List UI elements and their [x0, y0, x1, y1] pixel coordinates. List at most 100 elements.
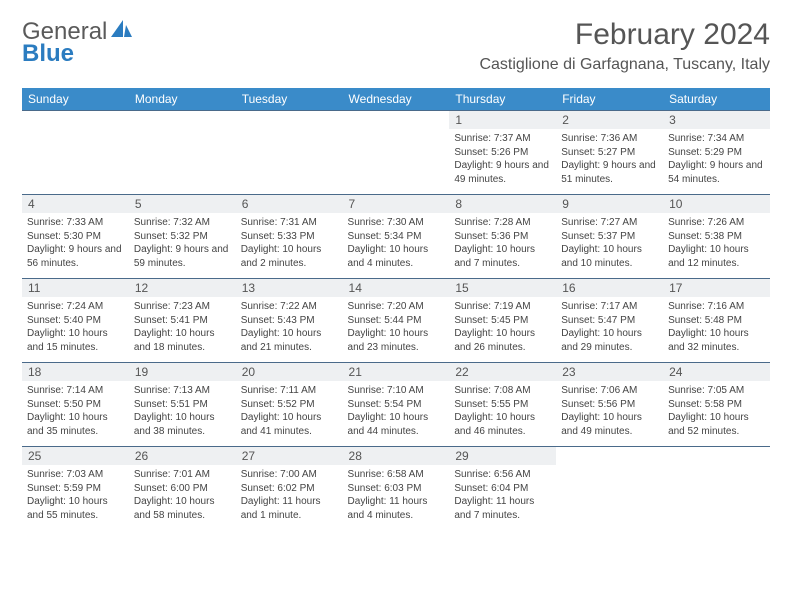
sunrise-line: Sunrise: 7:19 AM [454, 300, 551, 314]
daylight-line: Daylight: 10 hours and 18 minutes. [134, 327, 231, 354]
calendar-table: Sunday Monday Tuesday Wednesday Thursday… [22, 88, 770, 530]
day-number-cell: 18 [22, 363, 129, 382]
sunset-line: Sunset: 5:30 PM [27, 230, 124, 244]
daylight-line: Daylight: 10 hours and 12 minutes. [668, 243, 765, 270]
daylight-line: Daylight: 10 hours and 46 minutes. [454, 411, 551, 438]
dow-sunday: Sunday [22, 88, 129, 111]
day-number-cell: 22 [449, 363, 556, 382]
day-info-cell: Sunrise: 7:00 AMSunset: 6:02 PMDaylight:… [236, 465, 343, 530]
week-daynum-row: 18192021222324 [22, 363, 770, 382]
sunset-line: Sunset: 6:02 PM [241, 482, 338, 496]
day-info-cell: Sunrise: 7:03 AMSunset: 5:59 PMDaylight:… [22, 465, 129, 530]
dow-monday: Monday [129, 88, 236, 111]
daylight-line: Daylight: 9 hours and 56 minutes. [27, 243, 124, 270]
day-info-cell: Sunrise: 7:22 AMSunset: 5:43 PMDaylight:… [236, 297, 343, 363]
day-info-cell: Sunrise: 6:58 AMSunset: 6:03 PMDaylight:… [343, 465, 450, 530]
daylight-line: Daylight: 10 hours and 10 minutes. [561, 243, 658, 270]
sunrise-line: Sunrise: 7:16 AM [668, 300, 765, 314]
sunrise-line: Sunrise: 7:30 AM [348, 216, 445, 230]
dow-wednesday: Wednesday [343, 88, 450, 111]
day-info-cell: Sunrise: 7:36 AMSunset: 5:27 PMDaylight:… [556, 129, 663, 195]
sunset-line: Sunset: 5:56 PM [561, 398, 658, 412]
day-number-cell: 19 [129, 363, 236, 382]
day-number-cell: 5 [129, 195, 236, 214]
day-info-cell: Sunrise: 7:30 AMSunset: 5:34 PMDaylight:… [343, 213, 450, 279]
day-number-cell: 17 [663, 279, 770, 298]
day-info-cell: Sunrise: 7:20 AMSunset: 5:44 PMDaylight:… [343, 297, 450, 363]
day-info-cell: Sunrise: 7:10 AMSunset: 5:54 PMDaylight:… [343, 381, 450, 447]
sunrise-line: Sunrise: 7:17 AM [561, 300, 658, 314]
week-info-row: Sunrise: 7:24 AMSunset: 5:40 PMDaylight:… [22, 297, 770, 363]
day-info-cell: Sunrise: 6:56 AMSunset: 6:04 PMDaylight:… [449, 465, 556, 530]
sunrise-line: Sunrise: 7:11 AM [241, 384, 338, 398]
sunrise-line: Sunrise: 7:36 AM [561, 132, 658, 146]
sunset-line: Sunset: 5:33 PM [241, 230, 338, 244]
day-number-cell: 11 [22, 279, 129, 298]
sunset-line: Sunset: 5:43 PM [241, 314, 338, 328]
daylight-line: Daylight: 10 hours and 58 minutes. [134, 495, 231, 522]
day-info-cell: Sunrise: 7:32 AMSunset: 5:32 PMDaylight:… [129, 213, 236, 279]
sunset-line: Sunset: 6:03 PM [348, 482, 445, 496]
week-info-row: Sunrise: 7:33 AMSunset: 5:30 PMDaylight:… [22, 213, 770, 279]
sunset-line: Sunset: 5:26 PM [454, 146, 551, 160]
sunset-line: Sunset: 5:37 PM [561, 230, 658, 244]
sunrise-line: Sunrise: 7:14 AM [27, 384, 124, 398]
day-number-cell: 24 [663, 363, 770, 382]
sunset-line: Sunset: 6:04 PM [454, 482, 551, 496]
day-number-cell [343, 111, 450, 130]
sunset-line: Sunset: 5:47 PM [561, 314, 658, 328]
day-info-cell: Sunrise: 7:19 AMSunset: 5:45 PMDaylight:… [449, 297, 556, 363]
logo-sail-icon [111, 18, 133, 46]
day-info-cell: Sunrise: 7:17 AMSunset: 5:47 PMDaylight:… [556, 297, 663, 363]
day-number-cell: 26 [129, 447, 236, 466]
day-info-cell: Sunrise: 7:06 AMSunset: 5:56 PMDaylight:… [556, 381, 663, 447]
week-info-row: Sunrise: 7:03 AMSunset: 5:59 PMDaylight:… [22, 465, 770, 530]
sunset-line: Sunset: 5:54 PM [348, 398, 445, 412]
day-number-cell: 10 [663, 195, 770, 214]
day-info-cell: Sunrise: 7:26 AMSunset: 5:38 PMDaylight:… [663, 213, 770, 279]
title-block: February 2024 Castiglione di Garfagnana,… [479, 18, 770, 74]
day-info-cell [343, 129, 450, 195]
sunset-line: Sunset: 6:00 PM [134, 482, 231, 496]
sunset-line: Sunset: 5:58 PM [668, 398, 765, 412]
day-number-cell: 25 [22, 447, 129, 466]
daylight-line: Daylight: 9 hours and 49 minutes. [454, 159, 551, 186]
sunrise-line: Sunrise: 7:24 AM [27, 300, 124, 314]
calendar-body: 123Sunrise: 7:37 AMSunset: 5:26 PMDaylig… [22, 111, 770, 531]
daylight-line: Daylight: 9 hours and 59 minutes. [134, 243, 231, 270]
sunset-line: Sunset: 5:27 PM [561, 146, 658, 160]
daylight-line: Daylight: 10 hours and 41 minutes. [241, 411, 338, 438]
day-info-cell: Sunrise: 7:05 AMSunset: 5:58 PMDaylight:… [663, 381, 770, 447]
day-number-cell [22, 111, 129, 130]
sunrise-line: Sunrise: 7:13 AM [134, 384, 231, 398]
day-info-cell [556, 465, 663, 530]
week-daynum-row: 11121314151617 [22, 279, 770, 298]
sunrise-line: Sunrise: 6:58 AM [348, 468, 445, 482]
daylight-line: Daylight: 10 hours and 26 minutes. [454, 327, 551, 354]
sunrise-line: Sunrise: 7:23 AM [134, 300, 231, 314]
daylight-line: Daylight: 9 hours and 54 minutes. [668, 159, 765, 186]
day-number-cell: 15 [449, 279, 556, 298]
day-number-cell: 8 [449, 195, 556, 214]
daylight-line: Daylight: 10 hours and 21 minutes. [241, 327, 338, 354]
sunrise-line: Sunrise: 7:05 AM [668, 384, 765, 398]
day-info-cell [22, 129, 129, 195]
day-number-cell: 13 [236, 279, 343, 298]
daylight-line: Daylight: 11 hours and 4 minutes. [348, 495, 445, 522]
day-number-cell: 29 [449, 447, 556, 466]
day-number-cell: 23 [556, 363, 663, 382]
daylight-line: Daylight: 10 hours and 35 minutes. [27, 411, 124, 438]
month-title: February 2024 [479, 18, 770, 52]
daylight-line: Daylight: 10 hours and 49 minutes. [561, 411, 658, 438]
day-number-cell: 28 [343, 447, 450, 466]
week-info-row: Sunrise: 7:14 AMSunset: 5:50 PMDaylight:… [22, 381, 770, 447]
sunrise-line: Sunrise: 7:33 AM [27, 216, 124, 230]
day-info-cell: Sunrise: 7:34 AMSunset: 5:29 PMDaylight:… [663, 129, 770, 195]
sunrise-line: Sunrise: 7:32 AM [134, 216, 231, 230]
sunrise-line: Sunrise: 7:27 AM [561, 216, 658, 230]
sunset-line: Sunset: 5:59 PM [27, 482, 124, 496]
day-info-cell: Sunrise: 7:13 AMSunset: 5:51 PMDaylight:… [129, 381, 236, 447]
daylight-line: Daylight: 10 hours and 44 minutes. [348, 411, 445, 438]
day-number-cell [236, 111, 343, 130]
daylight-line: Daylight: 10 hours and 7 minutes. [454, 243, 551, 270]
